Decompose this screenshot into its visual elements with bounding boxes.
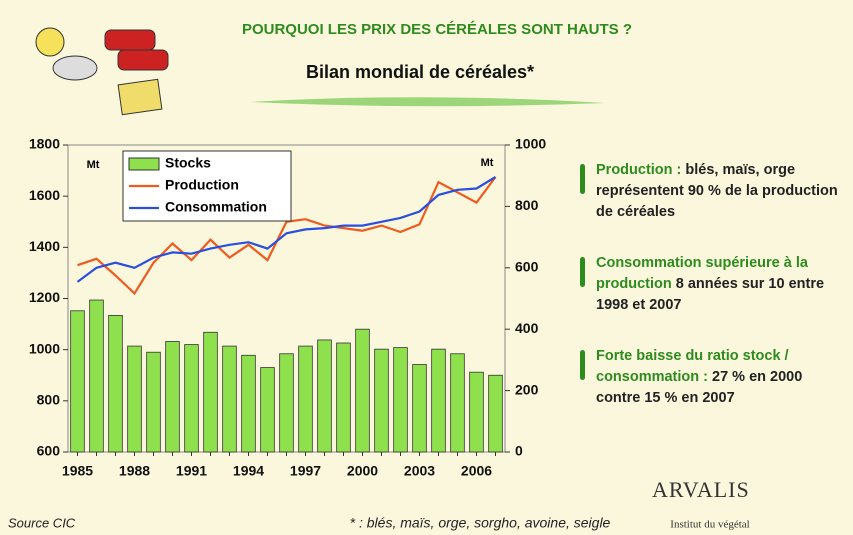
bar	[128, 346, 142, 452]
bar	[223, 346, 237, 452]
bar	[280, 354, 294, 452]
x-tick-label: 1997	[290, 463, 321, 479]
illustration	[36, 28, 168, 115]
legend-swatch	[129, 158, 159, 170]
bar	[261, 368, 275, 452]
subtitle: Bilan mondial de céréales*	[306, 62, 534, 82]
bullet-head: Production :	[596, 162, 681, 178]
bar	[242, 355, 256, 452]
y2-tick-label: 0	[515, 443, 523, 459]
bar	[204, 332, 218, 452]
y-tick-label: 1400	[29, 238, 60, 254]
logo-tagline: Institut du végétal	[670, 519, 749, 531]
y2-tick-label: 400	[515, 320, 539, 336]
bullet: Forte baisse du ratio stock / consommati…	[580, 346, 840, 409]
bar	[432, 349, 446, 452]
slide: POURQUOI LES PRIX DES CÉRÉALES SONT HAUT…	[0, 0, 853, 535]
bar	[337, 343, 351, 452]
x-tick-label: 2006	[461, 463, 492, 479]
bullet: Production : blés, maïs, orge représente…	[580, 160, 840, 223]
bar	[470, 372, 484, 452]
x-tick-label: 2000	[347, 463, 378, 479]
y2-unit: Mt	[481, 157, 494, 169]
bar	[147, 352, 161, 452]
y-unit: Mt	[87, 159, 100, 171]
y2-tick-label: 600	[515, 259, 539, 275]
y-tick-label: 1200	[29, 289, 60, 305]
y2-tick-label: 800	[515, 197, 539, 213]
logo-name: ARVALIS	[652, 477, 750, 502]
bullet-list: Production : blés, maïs, orge représente…	[580, 160, 840, 439]
bar	[185, 345, 199, 452]
bullet: Consommation supérieure à la production …	[580, 253, 840, 316]
footnote: * : blés, maïs, orge, sorgho, avoine, se…	[350, 515, 611, 531]
y-tick-label: 800	[37, 392, 61, 408]
bar	[394, 348, 408, 452]
bar	[451, 354, 465, 452]
legend-label: Stocks	[165, 155, 211, 171]
y-tick-label: 1600	[29, 187, 60, 203]
y2-tick-label: 1000	[515, 136, 546, 152]
bar	[71, 311, 85, 452]
y-tick-label: 1000	[29, 340, 60, 356]
x-tick-label: 1994	[233, 463, 264, 479]
x-tick-label: 1991	[176, 463, 207, 479]
bar	[318, 340, 332, 452]
y2-tick-label: 200	[515, 381, 539, 397]
x-tick-label: 2003	[404, 463, 435, 479]
bar	[166, 341, 180, 452]
bar	[299, 346, 313, 452]
bar	[375, 349, 389, 452]
legend-label: Production	[165, 177, 239, 193]
divider	[250, 97, 605, 106]
bar	[356, 329, 370, 452]
bar	[90, 300, 104, 452]
source: Source CIC	[8, 515, 76, 530]
title: POURQUOI LES PRIX DES CÉRÉALES SONT HAUT…	[242, 21, 632, 38]
bar	[489, 375, 503, 452]
y-tick-label: 600	[37, 443, 61, 459]
x-tick-label: 1988	[119, 463, 150, 479]
x-tick-label: 1985	[62, 463, 93, 479]
legend-label: Consommation	[165, 199, 267, 215]
bar	[413, 365, 427, 452]
y-tick-label: 1800	[29, 136, 60, 152]
bar	[109, 315, 123, 452]
